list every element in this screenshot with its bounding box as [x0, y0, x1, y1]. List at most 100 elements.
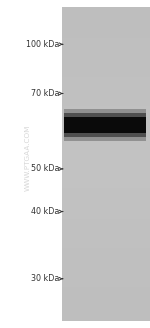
Bar	[62, 177, 150, 180]
Bar	[62, 266, 150, 269]
Bar	[62, 198, 150, 201]
Bar	[62, 269, 150, 272]
Bar	[62, 235, 150, 237]
Bar	[62, 112, 150, 114]
Bar	[62, 272, 150, 274]
Bar	[62, 274, 150, 277]
Bar	[62, 43, 150, 46]
Bar	[62, 245, 150, 248]
Text: 70 kDa: 70 kDa	[31, 89, 59, 98]
Bar	[62, 49, 150, 51]
Bar	[62, 308, 150, 311]
Bar	[62, 64, 150, 67]
Bar	[62, 51, 150, 54]
Bar	[62, 293, 150, 295]
Bar	[62, 227, 150, 230]
Bar	[62, 285, 150, 287]
Bar	[62, 33, 150, 35]
Bar	[62, 119, 150, 122]
Bar	[62, 130, 150, 133]
Bar	[62, 9, 150, 12]
Bar	[62, 206, 150, 209]
Bar	[62, 253, 150, 256]
Bar	[62, 143, 150, 146]
Bar	[62, 80, 150, 83]
Bar	[62, 180, 150, 182]
Bar	[62, 62, 150, 64]
Bar	[62, 101, 150, 104]
Bar	[62, 125, 150, 127]
Bar	[62, 256, 150, 258]
Bar	[62, 203, 150, 206]
Bar	[62, 211, 150, 214]
Bar	[62, 216, 150, 219]
Bar	[62, 28, 150, 30]
Bar	[62, 279, 150, 282]
Bar	[62, 72, 150, 75]
Bar	[62, 35, 150, 38]
Bar	[62, 22, 150, 25]
Bar	[62, 230, 150, 232]
Bar	[62, 185, 150, 188]
Bar	[62, 151, 150, 154]
Bar	[62, 282, 150, 285]
Bar	[62, 277, 150, 279]
Bar	[62, 138, 150, 140]
Bar	[62, 306, 150, 308]
Text: 30 kDa: 30 kDa	[31, 274, 59, 283]
Bar	[62, 224, 150, 227]
Bar	[62, 88, 150, 91]
Bar	[62, 56, 150, 59]
Bar	[62, 237, 150, 240]
Text: 40 kDa: 40 kDa	[31, 207, 59, 216]
Bar	[62, 93, 150, 96]
Bar	[62, 75, 150, 77]
Bar	[62, 188, 150, 190]
Bar	[62, 146, 150, 148]
Bar	[62, 46, 150, 49]
Bar	[62, 156, 150, 159]
Bar	[64, 117, 146, 133]
Bar	[62, 133, 150, 135]
Bar	[62, 248, 150, 251]
Bar	[62, 154, 150, 156]
Bar	[62, 41, 150, 43]
Bar	[62, 261, 150, 264]
Bar	[62, 316, 150, 319]
Bar	[62, 30, 150, 33]
Bar	[62, 214, 150, 216]
Bar	[62, 77, 150, 80]
Bar	[62, 25, 150, 28]
Bar	[64, 109, 146, 141]
Bar	[62, 159, 150, 161]
Bar	[62, 319, 150, 321]
Bar	[62, 222, 150, 224]
Bar	[62, 243, 150, 245]
Text: 50 kDa: 50 kDa	[31, 164, 59, 174]
Bar	[62, 106, 150, 109]
Bar	[62, 311, 150, 314]
Bar	[62, 161, 150, 164]
Bar	[62, 96, 150, 98]
Bar	[62, 193, 150, 195]
Bar	[62, 287, 150, 290]
Bar	[62, 83, 150, 85]
Bar	[62, 169, 150, 172]
Bar	[62, 264, 150, 266]
Bar	[62, 59, 150, 62]
Bar	[62, 258, 150, 261]
Bar	[62, 17, 150, 20]
Bar	[62, 240, 150, 243]
Bar	[62, 98, 150, 101]
Bar	[62, 117, 150, 119]
Bar	[62, 164, 150, 167]
Bar	[62, 12, 150, 14]
Bar	[62, 20, 150, 22]
Bar	[62, 109, 150, 112]
Bar	[62, 104, 150, 106]
Bar	[62, 91, 150, 93]
Bar	[62, 70, 150, 72]
Text: 100 kDa: 100 kDa	[26, 40, 59, 49]
Bar	[64, 113, 146, 137]
Bar	[62, 85, 150, 88]
